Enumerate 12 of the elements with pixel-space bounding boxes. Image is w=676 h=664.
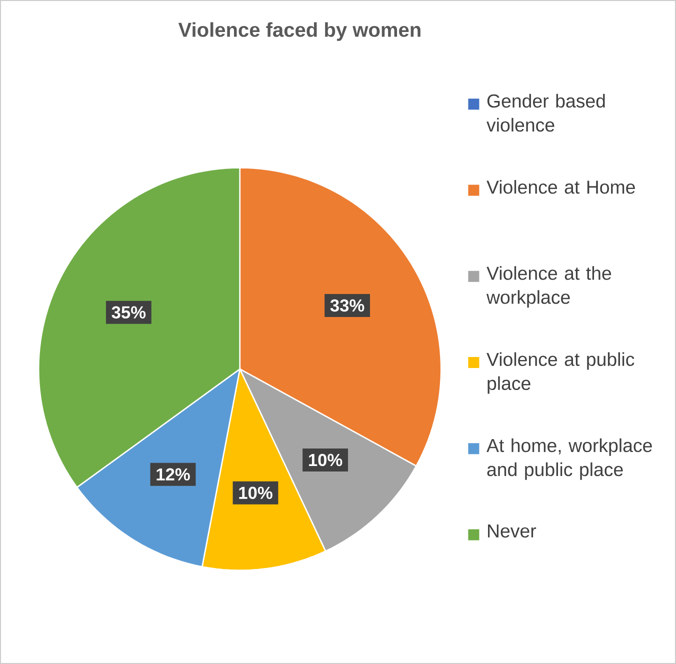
data-label: 12% (156, 468, 190, 481)
data-label: 10% (309, 454, 342, 466)
chart-title: Violence faced by women (178, 22, 420, 41)
legend-label: Violence at Home (486, 180, 635, 194)
legend-label: Gender based violence (486, 94, 605, 132)
data-label: 35% (112, 306, 146, 319)
data-label: 33% (330, 299, 364, 312)
legend-label: Never (488, 524, 536, 538)
legend-label: At home, workplace and public place (486, 438, 652, 480)
legend-label: Violence at public place (486, 352, 634, 394)
legend-label: Violence at the workplace (486, 266, 612, 308)
data-label: 10% (239, 486, 272, 499)
